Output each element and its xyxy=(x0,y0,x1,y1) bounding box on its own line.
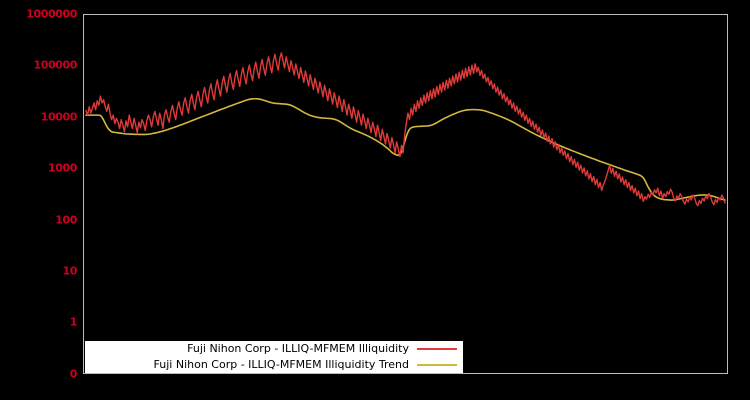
legend-label-trend: Fuji Nihon Corp - ILLIQ-MFMEM Illiquidit… xyxy=(153,358,409,371)
legend-entry-trend[interactable]: Fuji Nihon Corp - ILLIQ-MFMEM Illiquidit… xyxy=(85,357,463,373)
y-axis-tick-100000: 100000 xyxy=(33,58,77,72)
series-svg xyxy=(85,52,726,207)
y-axis-tick-1000000: 1000000 xyxy=(26,7,77,21)
series-line-trend xyxy=(85,97,726,201)
y-axis-tick-1000: 1000 xyxy=(47,161,77,175)
plot-area xyxy=(83,14,728,374)
y-axis-tick-100: 100 xyxy=(55,213,77,227)
legend-label-illiquidity: Fuji Nihon Corp - ILLIQ-MFMEM Illiquidit… xyxy=(187,342,409,355)
y-axis-tick-0: 0 xyxy=(69,367,78,381)
legend-swatch-trend xyxy=(417,364,457,366)
series-line-illiquidity xyxy=(85,52,726,207)
chart-legend: Fuji Nihon Corp - ILLIQ-MFMEM Illiquidit… xyxy=(85,341,463,373)
y-axis-tick-10000: 10000 xyxy=(40,110,78,124)
legend-entry-illiquidity[interactable]: Fuji Nihon Corp - ILLIQ-MFMEM Illiquidit… xyxy=(85,341,463,357)
y-axis-tick-10: 10 xyxy=(62,264,77,278)
y-axis: 1000000 100000 10000 1000 100 10 1 0 xyxy=(0,0,83,400)
legend-swatch-illiquidity xyxy=(417,348,457,350)
y-axis-tick-1: 1 xyxy=(69,315,78,329)
